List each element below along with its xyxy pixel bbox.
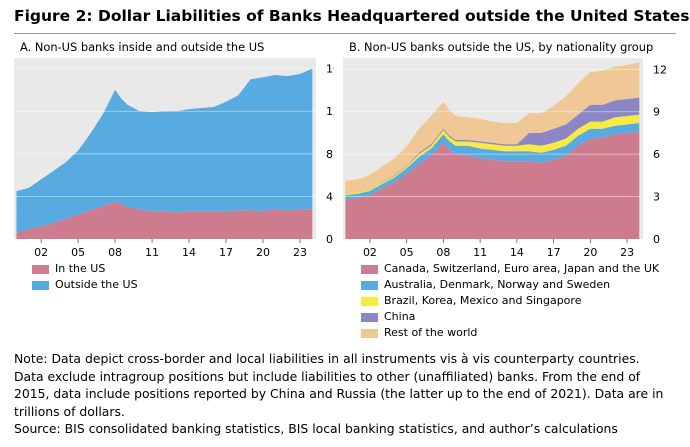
panel-a: A. Non-US banks inside and outside the U… bbox=[14, 36, 334, 339]
area-series-australia-denmark-norway-and-sweden bbox=[345, 123, 640, 200]
x-tick-label: 23 bbox=[620, 246, 634, 259]
y-tick-label: 12 bbox=[653, 63, 667, 76]
note-line: Note: Data depict cross-border and local… bbox=[14, 351, 640, 366]
x-tick-label: 11 bbox=[145, 246, 159, 259]
legend-swatch bbox=[361, 265, 378, 274]
area-series-brazil-korea-mexico-and-singapore bbox=[345, 114, 640, 196]
y-tick-label: 8 bbox=[326, 148, 333, 161]
x-tick-label: 17 bbox=[219, 246, 233, 259]
source-line: Source: BIS consolidated banking statist… bbox=[14, 421, 618, 437]
panel-a-chart: 0 4 8 12 16 02 05 08 11 14 17 20 23 bbox=[14, 58, 334, 259]
x-tick-label: 08 bbox=[436, 246, 450, 259]
legend-swatch bbox=[361, 297, 378, 306]
x-tick-label: 02 bbox=[363, 246, 377, 259]
panel-b-title: B. Non-US banks outside the US, by natio… bbox=[349, 40, 654, 54]
title-divider bbox=[14, 33, 676, 34]
y-tick-label: 3 bbox=[653, 191, 660, 204]
legend-swatch bbox=[32, 281, 49, 290]
note-line: 2015, data include positions reported by… bbox=[14, 386, 664, 402]
area-series-in-the-us bbox=[16, 201, 313, 239]
legend-label: In the US bbox=[55, 262, 106, 275]
legend-label: Brazil, Korea, Mexico and Singapore bbox=[384, 294, 582, 307]
y-tick-label: 0 bbox=[653, 233, 660, 246]
x-tick-label: 08 bbox=[108, 246, 122, 259]
legend-swatch bbox=[361, 313, 378, 322]
area-series-china bbox=[345, 97, 640, 194]
x-tick-label: 20 bbox=[583, 246, 597, 259]
area-series-outside-the-us bbox=[16, 68, 313, 233]
note-line: Data exclude intragroup positions but in… bbox=[14, 368, 641, 384]
x-tick-label: 02 bbox=[34, 246, 48, 259]
legend-label: Canada, Switzerland, Euro area, Japan an… bbox=[384, 262, 660, 275]
figure-note: Note: Data depict cross-border and local… bbox=[14, 350, 682, 438]
x-tick-label: 05 bbox=[71, 246, 85, 259]
area-series-canada-switzerland-euro-area-japan-and-the-uk bbox=[345, 131, 640, 239]
panel-b: B. Non-US banks outside the US, by natio… bbox=[343, 36, 676, 339]
y-tick-label: 16 bbox=[326, 63, 334, 76]
y-tick-label: 9 bbox=[653, 106, 660, 119]
y-tick-label: 6 bbox=[653, 148, 660, 161]
figure-title: Figure 2: Dollar Liabilities of Banks He… bbox=[14, 7, 690, 25]
y-tick-label: 12 bbox=[326, 105, 334, 118]
y-tick-label: 0 bbox=[326, 233, 333, 246]
note-line: trillions of dollars. bbox=[14, 403, 125, 419]
x-tick-label: 14 bbox=[182, 246, 196, 259]
x-tick-label: 20 bbox=[256, 246, 270, 259]
legend-swatch bbox=[361, 329, 378, 338]
legend-swatch bbox=[32, 265, 49, 274]
legend-label: Outside the US bbox=[55, 278, 138, 291]
area-series-rest-of-the-world bbox=[345, 62, 640, 194]
x-tick-label: 23 bbox=[293, 246, 307, 259]
x-tick-label: 11 bbox=[473, 246, 487, 259]
legend-swatch bbox=[361, 281, 378, 290]
x-tick-label: 14 bbox=[510, 246, 524, 259]
x-tick-label: 17 bbox=[547, 246, 561, 259]
y-tick-label: 4 bbox=[326, 190, 333, 203]
x-tick-label: 05 bbox=[400, 246, 414, 259]
panel-b-chart: 0 3 6 9 12 02 05 08 11 14 17 20 23 bbox=[343, 58, 667, 259]
panel-a-title: A. Non-US banks inside and outside the U… bbox=[20, 40, 265, 54]
legend-label: Rest of the world bbox=[384, 326, 478, 339]
legend-label: Australia, Denmark, Norway and Sweden bbox=[384, 278, 611, 291]
legend-label: China bbox=[384, 310, 416, 323]
